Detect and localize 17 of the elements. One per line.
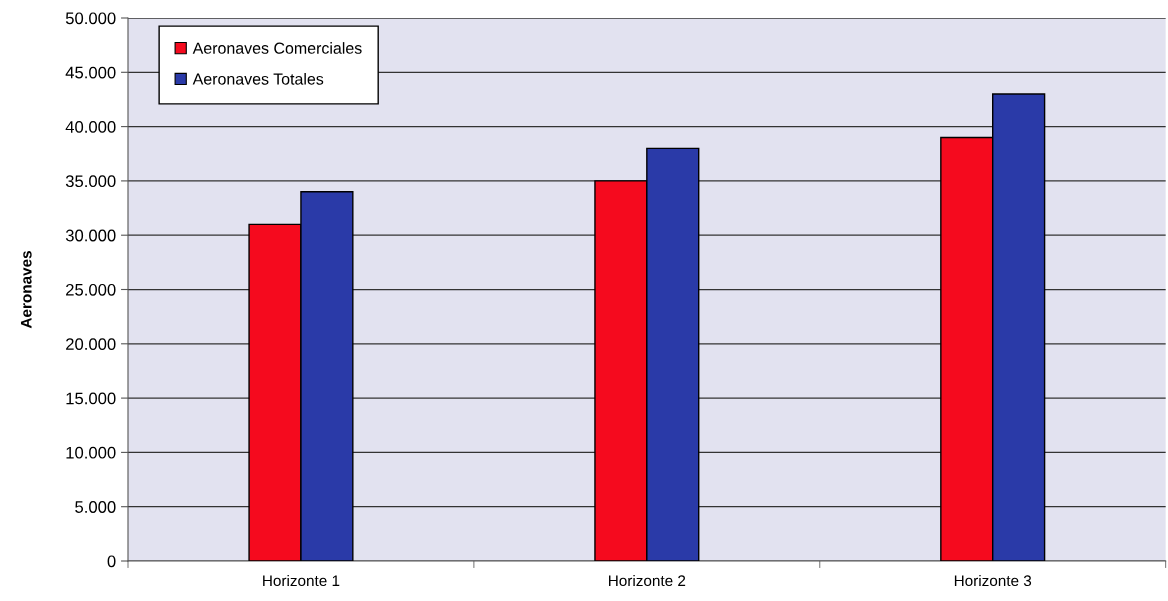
y-tick-label: 0: [107, 555, 116, 568]
y-tick-label: 25.000: [66, 283, 116, 296]
legend-label: Aeronaves Totales: [192, 72, 324, 85]
x-tick-label: Horizonte 2: [609, 574, 686, 587]
y-tick-label: 10.000: [66, 446, 116, 459]
y-axis-title: Aeronaves: [20, 251, 32, 329]
y-tick-label: 15.000: [66, 392, 116, 405]
x-tick-label: Horizonte 1: [263, 574, 340, 587]
y-tick-label: 50.000: [65, 12, 116, 25]
y-tick-label: 30.000: [65, 229, 116, 242]
legend-label: Aeronaves Comerciales: [192, 42, 362, 54]
y-tick-label: 40.000: [65, 121, 116, 133]
y-tick-label: 35.000: [65, 175, 116, 188]
y-tick-label: 20.000: [66, 338, 116, 350]
y-tick-label: 45.000: [65, 66, 116, 79]
y-tick-label: 5.000: [75, 501, 116, 513]
x-tick-label: Horizonte 3: [954, 574, 1032, 587]
